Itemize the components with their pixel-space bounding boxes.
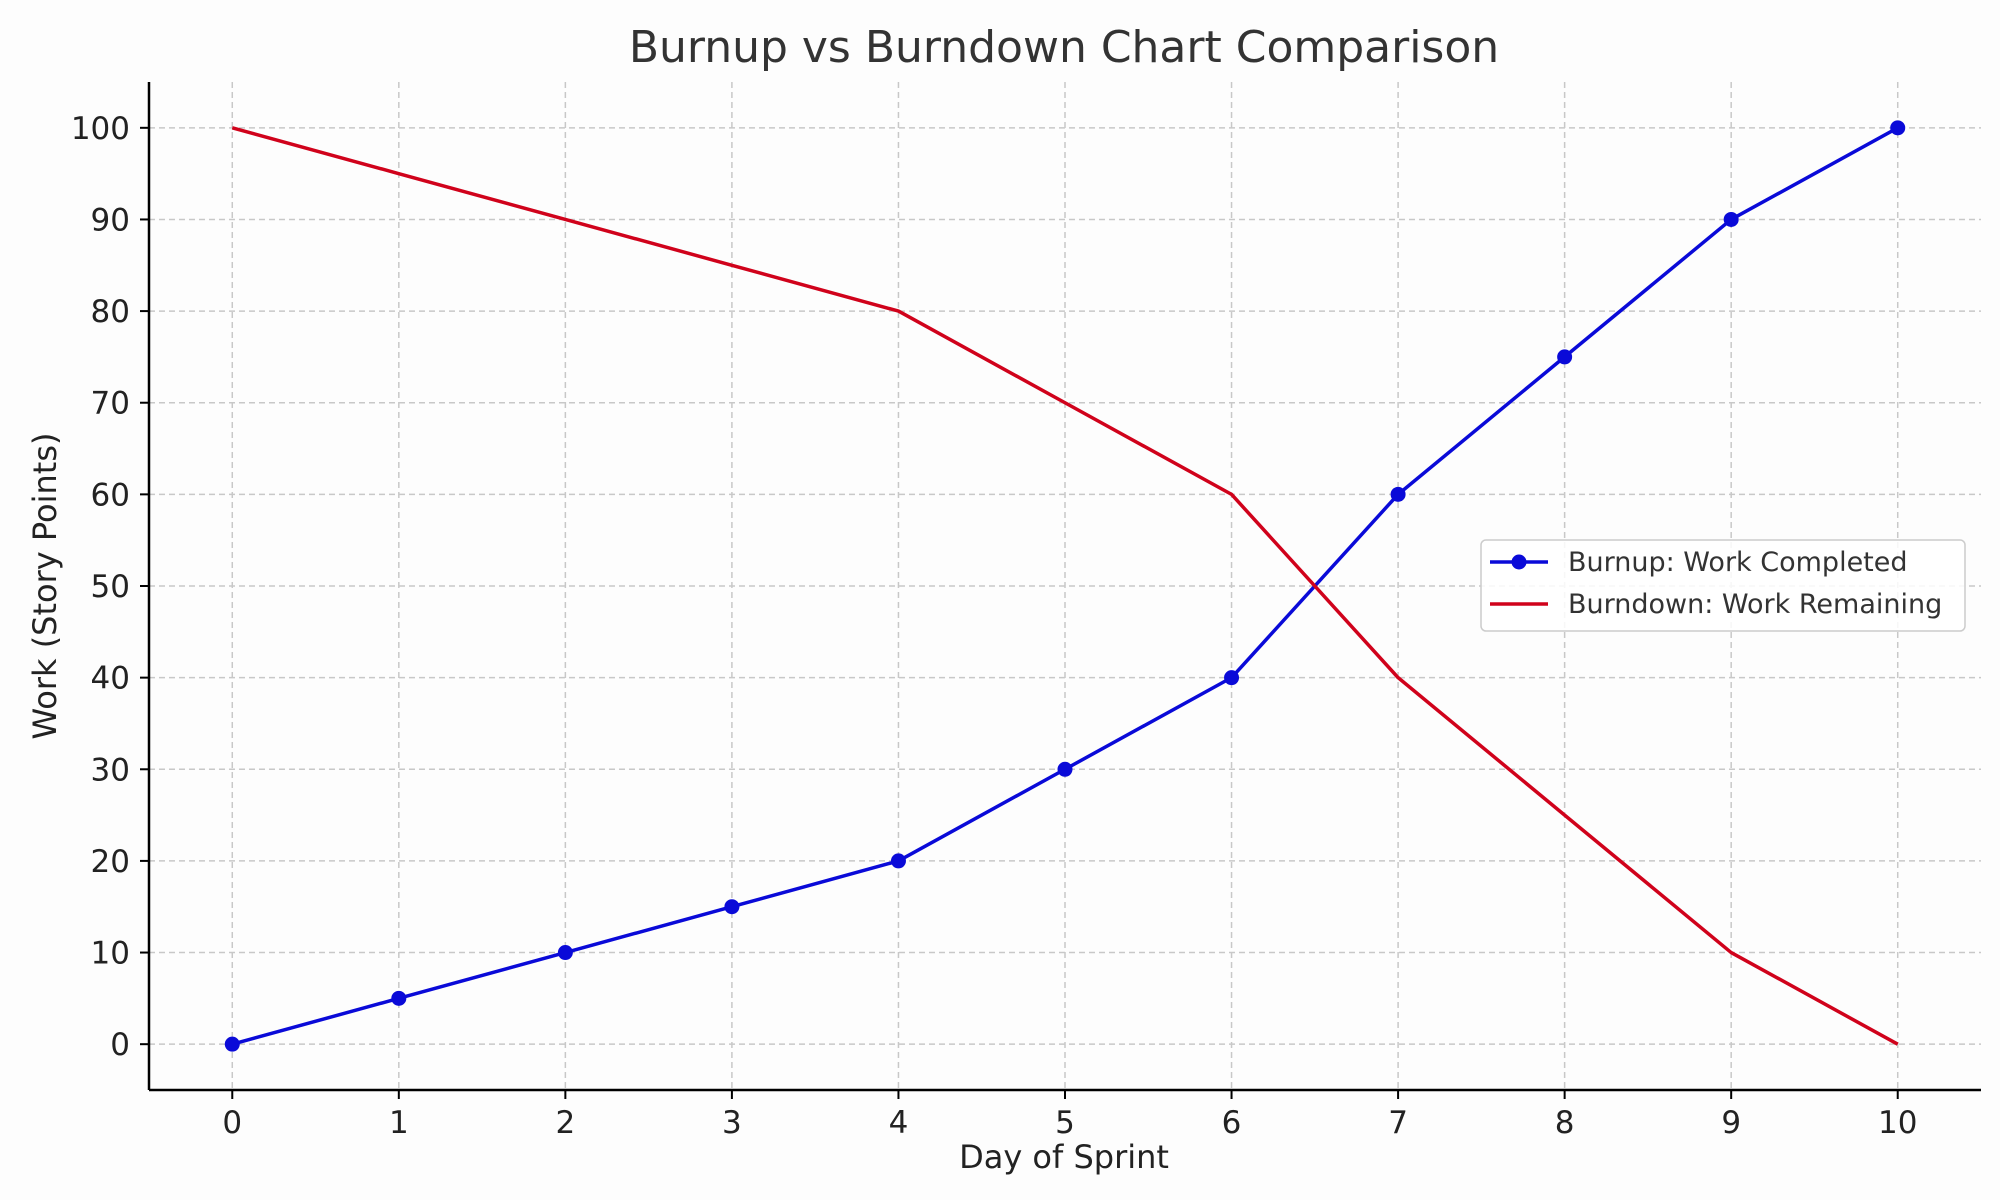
y-tick-label: 70 — [91, 386, 130, 422]
legend-item: Burndown: Work Remaining — [1490, 589, 1942, 620]
legend-marker — [1511, 554, 1527, 570]
data-point — [1890, 120, 1906, 136]
y-tick-label: 100 — [71, 111, 130, 147]
data-point — [724, 899, 740, 915]
x-tick-label: 1 — [389, 1105, 409, 1141]
axes — [140, 82, 1981, 1099]
series-line — [231, 126, 1899, 1046]
data-point — [557, 945, 573, 961]
legend-box — [1480, 539, 1966, 632]
legend-item: Burnup: Work Completed — [1490, 547, 1908, 578]
x-tick-label: 10 — [1878, 1105, 1917, 1141]
y-tick-label: 10 — [91, 936, 130, 972]
data-point — [1723, 211, 1739, 227]
y-tick-label: 50 — [91, 569, 130, 605]
y-tick-label: 40 — [91, 661, 130, 697]
y-tick-label: 0 — [110, 1027, 130, 1063]
data-point — [1557, 349, 1573, 365]
data-point — [224, 1036, 240, 1052]
x-tick-label: 9 — [1721, 1105, 1741, 1141]
x-tick-label: 0 — [222, 1105, 242, 1141]
data-point — [1390, 486, 1406, 502]
data-point — [1057, 761, 1073, 777]
x-tick-label: 2 — [555, 1105, 575, 1141]
y-tick-label: 80 — [91, 294, 130, 330]
legend-label: Burnup: Work Completed — [1568, 547, 1908, 578]
chart-title: Burnup vs Burndown Chart Comparison — [629, 22, 1499, 73]
data-point — [1224, 670, 1240, 686]
x-tick-label: 8 — [1555, 1105, 1575, 1141]
y-tick-label: 20 — [91, 844, 130, 880]
x-tick-label: 6 — [1222, 1105, 1242, 1141]
y-tick-label: 90 — [91, 202, 130, 238]
legend-label: Burndown: Work Remaining — [1568, 589, 1942, 620]
y-tick-label: 30 — [91, 752, 130, 788]
series-2 — [231, 126, 1899, 1046]
x-axis-title: Day of Sprint — [959, 1138, 1169, 1176]
data-point — [890, 853, 906, 869]
legend: Burnup: Work Completed Burndown: Work Rem… — [1480, 539, 1966, 632]
x-tick-label: 4 — [889, 1105, 909, 1141]
y-tick-label: 60 — [91, 477, 130, 513]
x-tick-label: 5 — [1055, 1105, 1075, 1141]
series-layer — [224, 120, 1906, 1052]
data-point — [391, 990, 407, 1006]
series-1 — [224, 120, 1906, 1052]
x-tick-label: 3 — [722, 1105, 742, 1141]
x-tick-label: 7 — [1388, 1105, 1408, 1141]
y-axis-title: Work (Story Points) — [26, 433, 64, 740]
